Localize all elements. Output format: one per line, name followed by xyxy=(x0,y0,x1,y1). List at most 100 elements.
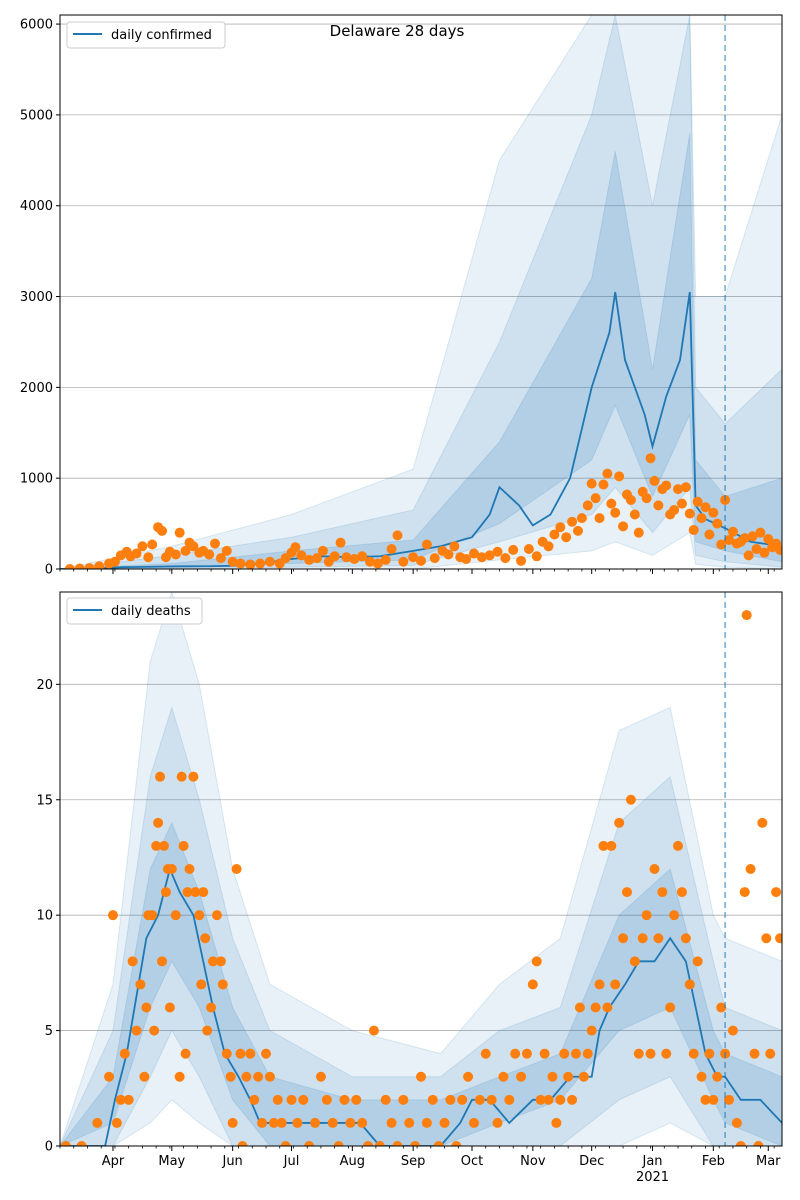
observed-point xyxy=(143,552,154,563)
observed-point xyxy=(184,864,195,874)
observed-point xyxy=(264,1071,275,1082)
observed-point xyxy=(468,548,479,559)
observed-point xyxy=(310,1117,321,1128)
x-tick-label: Dec xyxy=(579,1154,604,1169)
observed-point xyxy=(474,1094,485,1105)
observed-point xyxy=(743,550,754,561)
observed-point xyxy=(606,840,617,851)
observed-point xyxy=(445,1094,456,1105)
observed-point xyxy=(227,1117,238,1128)
observed-point xyxy=(215,553,226,564)
observed-point xyxy=(669,504,680,515)
observed-point xyxy=(157,956,168,967)
observed-point xyxy=(235,1048,246,1059)
observed-point xyxy=(209,538,220,549)
observed-point xyxy=(708,507,719,518)
observed-point xyxy=(329,551,340,562)
confirmed-median-line xyxy=(60,291,782,569)
confirmed-legend: daily confirmed xyxy=(66,21,226,49)
observed-point xyxy=(304,554,315,565)
observed-point xyxy=(392,530,403,541)
observed-point xyxy=(170,549,181,560)
observed-point xyxy=(123,1094,134,1105)
observed-point xyxy=(775,933,782,944)
observed-point xyxy=(480,1048,491,1059)
observed-point xyxy=(215,956,226,967)
observed-point xyxy=(327,1117,338,1128)
observed-point xyxy=(673,840,684,851)
observed-point xyxy=(637,933,648,944)
observed-point xyxy=(551,1117,562,1128)
observed-point xyxy=(753,1141,764,1146)
observed-point xyxy=(618,933,629,944)
observed-point xyxy=(174,527,185,538)
observed-point xyxy=(747,531,758,542)
observed-point xyxy=(398,556,409,567)
confirmed-axes-frame xyxy=(59,14,783,570)
observed-point xyxy=(206,1002,217,1013)
observed-point xyxy=(598,479,609,490)
observed-point xyxy=(751,544,762,555)
observed-point xyxy=(649,475,660,486)
observed-point xyxy=(257,1117,268,1128)
observed-point xyxy=(618,521,629,532)
observed-point xyxy=(204,549,215,560)
observed-point xyxy=(684,979,695,990)
observed-point xyxy=(586,1025,597,1036)
observed-point xyxy=(676,887,687,898)
observed-point xyxy=(227,556,238,567)
observed-point xyxy=(372,558,383,569)
observed-point xyxy=(237,1141,248,1146)
observed-point xyxy=(298,1094,309,1105)
observed-point xyxy=(392,1141,403,1146)
observed-point xyxy=(625,794,636,805)
observed-point xyxy=(500,553,511,564)
x-tick-label: Jun xyxy=(221,1154,242,1169)
observed-point xyxy=(578,1071,589,1082)
observed-point xyxy=(92,1117,103,1128)
observed-point xyxy=(398,1094,409,1105)
observed-point xyxy=(680,933,691,944)
observed-point xyxy=(180,1048,191,1059)
observed-point xyxy=(749,1048,760,1059)
y-tick-label: 3000 xyxy=(20,290,53,305)
observed-point xyxy=(160,887,171,898)
observed-point xyxy=(700,1094,711,1105)
observed-point xyxy=(268,1117,279,1128)
observed-point xyxy=(508,544,519,555)
observed-point xyxy=(673,484,684,495)
observed-point xyxy=(317,545,328,556)
observed-point xyxy=(178,840,189,851)
observed-point xyxy=(676,498,687,509)
deaths-legend: daily deaths xyxy=(66,597,203,625)
confirmed-uncertainty-bands xyxy=(60,15,782,569)
observed-point xyxy=(755,527,766,538)
observed-point xyxy=(547,1071,558,1082)
observed-point xyxy=(498,1071,509,1082)
median-line xyxy=(60,291,782,569)
observed-point xyxy=(561,532,572,543)
observed-point xyxy=(661,1048,672,1059)
observed-point xyxy=(543,1094,554,1105)
observed-point xyxy=(147,910,158,921)
observed-point xyxy=(696,1071,707,1082)
observed-point xyxy=(516,555,527,566)
median-line xyxy=(60,866,782,1146)
observed-point xyxy=(688,524,699,535)
observed-point xyxy=(614,471,625,482)
observed-point xyxy=(180,545,191,556)
observed-point xyxy=(539,1048,550,1059)
y-tick-label: 4000 xyxy=(20,199,53,214)
observed-point xyxy=(196,979,207,990)
y-tick-label: 5 xyxy=(45,1024,53,1039)
observed-point xyxy=(286,1094,297,1105)
deaths-legend-box xyxy=(66,597,203,625)
observed-point xyxy=(416,1071,426,1082)
observed-point xyxy=(582,1048,593,1059)
observed-point xyxy=(521,1048,532,1059)
observed-point xyxy=(684,508,695,519)
confirmed-panel: 0 1000 2000 3000 4000 5000 6000 Delaware 28 da… xyxy=(20,14,783,578)
deaths-uncertainty-bands xyxy=(60,592,782,1146)
